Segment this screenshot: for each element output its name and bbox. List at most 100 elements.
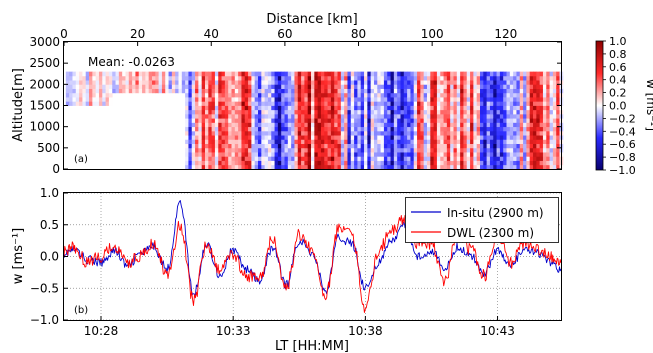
heatmap-cell — [426, 160, 431, 166]
heatmap-cell — [221, 130, 226, 136]
heatmap-cell — [499, 122, 504, 128]
heatmap-cell — [297, 113, 302, 119]
heatmap-cell — [456, 135, 461, 140]
heatmap-cell — [513, 147, 517, 153]
heatmap-cell — [168, 84, 173, 89]
heatmap-cell — [529, 122, 534, 128]
heatmap-cell — [523, 147, 527, 153]
heatmap-cell — [218, 101, 222, 106]
colorbar-tick-label: 0.2 — [609, 87, 627, 100]
heatmap-cell — [436, 160, 441, 166]
heatmap-cell — [519, 84, 524, 89]
heatmap-cell — [456, 122, 461, 128]
heatmap-cell — [536, 143, 541, 149]
heatmap-cell — [228, 160, 232, 166]
heatmap-cell — [330, 122, 335, 128]
heatmap-cell — [211, 152, 216, 157]
heatmap-cell — [380, 71, 385, 77]
heatmap-cell — [284, 160, 289, 166]
heatmap-cell — [473, 130, 478, 136]
heatmap-cell — [344, 139, 348, 144]
heatmap-cell — [224, 160, 229, 166]
heatmap-cell — [89, 101, 93, 106]
heatmap-cell — [354, 126, 358, 132]
heatmap-cell — [195, 97, 199, 102]
heatmap-cell — [523, 92, 527, 98]
heatmap-cell — [489, 164, 494, 170]
heatmap-cell — [446, 164, 451, 170]
heatmap-cell — [267, 152, 272, 157]
heatmap-cell — [480, 122, 484, 128]
heatmap-cell — [383, 130, 388, 136]
heatmap-cell — [470, 80, 474, 85]
heatmap-cell — [195, 126, 199, 132]
heatmap-cell — [450, 147, 454, 153]
heatmap-cell — [523, 88, 527, 94]
heatmap-cell — [311, 160, 315, 166]
heatmap-cell — [334, 160, 338, 166]
heatmap-cell — [271, 135, 275, 140]
heatmap-cell — [403, 84, 408, 89]
heatmap-cell — [480, 71, 484, 77]
heatmap-cell — [244, 130, 249, 136]
heatmap-cell — [122, 75, 126, 81]
heatmap-cell — [552, 75, 557, 81]
heatmap-cell — [307, 152, 312, 157]
heatmap-cell — [320, 118, 325, 123]
heatmap-cell — [354, 80, 358, 85]
heatmap-cell — [523, 122, 527, 128]
heatmap-cell — [529, 101, 534, 106]
heatmap-cell — [277, 122, 282, 128]
heatmap-cell — [426, 97, 431, 102]
heatmap-cell — [350, 75, 355, 81]
heatmap-cell — [188, 152, 193, 157]
heatmap-cell — [191, 126, 196, 132]
heatmap-cell — [549, 147, 554, 153]
heatmap-cell — [354, 92, 358, 98]
heatmap-cell — [383, 88, 388, 94]
heatmap-cell — [334, 122, 338, 128]
heatmap-cell — [231, 160, 236, 166]
heatmap-cell — [205, 80, 209, 85]
heatmap-cell — [108, 84, 113, 89]
heatmap-cell — [420, 105, 425, 111]
heatmap-cell — [330, 152, 335, 157]
heatmap-cell — [542, 75, 547, 81]
heatmap-cell — [380, 118, 385, 123]
heatmap-cell — [185, 143, 189, 149]
heatmap-cell — [271, 92, 275, 98]
heatmap-cell — [506, 143, 511, 149]
heatmap-cell — [324, 97, 328, 102]
heatmap-cell — [486, 122, 491, 128]
heatmap-cell — [473, 75, 478, 81]
heatmap-cell — [354, 71, 358, 77]
heatmap-cell — [426, 143, 431, 149]
heatmap-cell — [327, 156, 332, 161]
heatmap-cell — [373, 71, 378, 77]
heatmap-cell — [440, 80, 444, 85]
heatmap-cell — [307, 139, 312, 144]
heatmap-cell — [334, 80, 338, 85]
heatmap-cell — [185, 101, 189, 106]
heatmap-cell — [413, 147, 418, 153]
heatmap-cell — [433, 88, 438, 94]
heatmap-cell — [254, 143, 259, 149]
heatmap-cell — [221, 113, 226, 119]
heatmap-cell — [499, 92, 504, 98]
heatmap-cell — [191, 130, 196, 136]
heatmap-cell — [142, 71, 146, 77]
heatmap-cell — [440, 143, 444, 149]
heatmap-cell — [552, 130, 557, 136]
heatmap-cell — [135, 88, 140, 94]
heatmap-cell — [370, 126, 375, 132]
heatmap-cell — [509, 105, 514, 111]
heatmap-cell — [198, 113, 203, 119]
heatmap-cell — [407, 147, 411, 153]
heatmap-cell — [460, 122, 464, 128]
heatmap-cell — [264, 130, 269, 136]
heatmap-cell — [238, 84, 242, 89]
heatmap-cell — [420, 152, 425, 157]
heatmap-cell — [380, 143, 385, 149]
heatmap-cell — [205, 101, 209, 106]
heatmap-cell — [320, 139, 325, 144]
